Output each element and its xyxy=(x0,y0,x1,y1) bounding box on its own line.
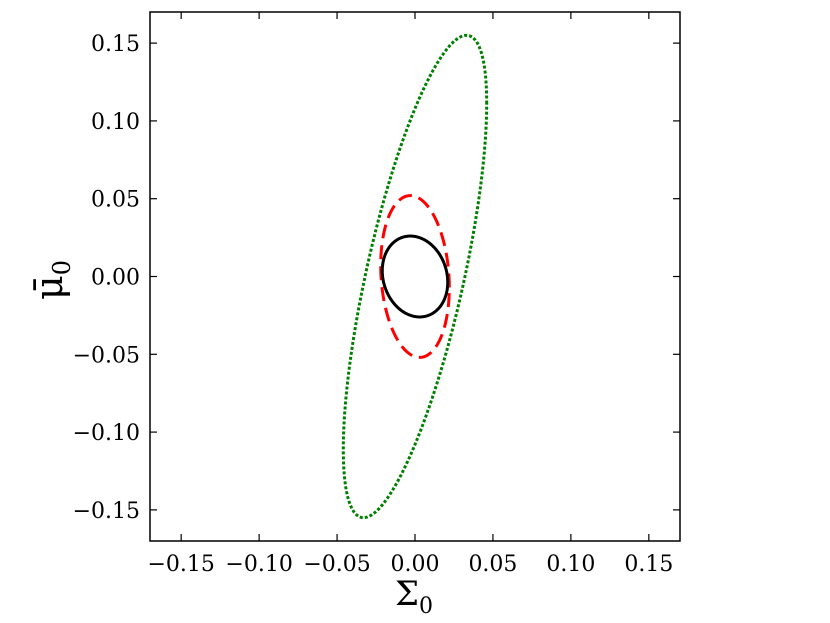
x-tick-label: 0.15 xyxy=(624,552,673,577)
y-axis-ticks: −0.15 −0.10 −0.05 0.00 0.05 0.10 0.15 xyxy=(73,32,680,524)
x-axis-label-sub: 0 xyxy=(419,594,433,619)
y-tick-label: 0.05 xyxy=(91,188,140,213)
y-tick-label: −0.10 xyxy=(73,421,140,446)
y-tick-label: 0.10 xyxy=(91,110,140,135)
x-axis-label: Σ0 xyxy=(395,574,433,619)
x-tick-label: 0.10 xyxy=(546,552,595,577)
y-tick-label: 0.00 xyxy=(91,266,140,291)
y-axis-label: μ̄0 xyxy=(27,260,76,300)
x-tick-label: 0.00 xyxy=(391,552,440,577)
plot-frame xyxy=(149,11,681,542)
y-axis-label-sub: 0 xyxy=(48,260,76,275)
y-tick-label: −0.05 xyxy=(73,343,140,368)
y-tick-label: 0.15 xyxy=(91,32,140,57)
y-tick-label: −0.15 xyxy=(73,499,140,524)
series-ellipse-solid xyxy=(380,234,450,319)
series-ellipse-dotted xyxy=(341,33,489,520)
x-axis-label-main: Σ xyxy=(395,574,419,614)
x-tick-label: −0.15 xyxy=(147,552,214,577)
x-axis-ticks: −0.15 −0.10 −0.05 0.00 0.05 0.10 0.15 xyxy=(147,12,673,577)
ellipse-series xyxy=(341,33,489,520)
x-tick-label: −0.05 xyxy=(303,552,370,577)
x-tick-label: −0.10 xyxy=(225,552,292,577)
x-tick-label: 0.05 xyxy=(468,552,517,577)
y-axis-label-main: μ̄ xyxy=(27,275,71,300)
